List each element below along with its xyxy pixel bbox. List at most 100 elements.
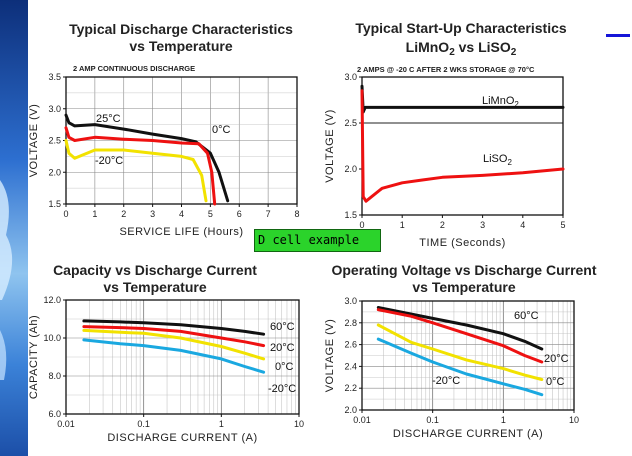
series-annotation: LiMnO2: [482, 95, 519, 109]
blue-sky-background-strip: [0, 0, 28, 456]
series-annotation: 20°C: [270, 342, 295, 354]
series-line-0C: [64, 126, 217, 206]
x-axis-label: DISCHARGE CURRENT (A): [393, 428, 543, 440]
y-tick-label: 6.0: [48, 409, 61, 419]
chart-title: LiMnO2 vs LiSO2: [406, 39, 517, 58]
x-tick-label: 1: [501, 415, 506, 425]
x-tick-label: 10: [294, 419, 304, 429]
x-tick-label: 0: [63, 209, 68, 219]
y-tick-label: 10.0: [43, 333, 61, 343]
plot-frame: [361, 300, 575, 411]
series-annotation: 0°C: [546, 376, 565, 388]
plot-frame: [65, 299, 300, 415]
y-tick-label: 2.2: [344, 383, 357, 393]
series-annotation: 60°C: [514, 310, 539, 322]
x-tick-label: 1: [219, 419, 224, 429]
series-annotation: 0°C: [212, 124, 231, 136]
series-line-25C: [64, 113, 230, 203]
chart-title: Operating Voltage vs Discharge Current: [331, 262, 596, 278]
annotation-part: LiMnO: [482, 95, 515, 107]
y-axis-label: CAPACITY (Ah): [28, 315, 40, 399]
series-line-60C: [376, 306, 544, 351]
y-axis-label: VOLTAGE (V): [324, 319, 336, 393]
plot-frame: [361, 76, 564, 216]
x-tick-label: 8: [294, 209, 299, 219]
title-part: LiMnO: [406, 39, 450, 55]
x-tick-label: 3: [480, 220, 485, 230]
y-tick-label: 3.0: [48, 104, 61, 114]
y-tick-label: 2.0: [344, 164, 357, 174]
plot-area-3: 0.01 0.1 1 10 6.0 8.0 10.0 12.0 DISCHARGE CURREN…: [28, 295, 304, 444]
x-tick-label: 1: [400, 220, 405, 230]
chart-subtitle: 2 AMPS @ -20 C AFTER 2 WKS STORAGE @ 70°…: [357, 65, 535, 74]
series-line--20C: [64, 139, 208, 203]
x-tick-label: 6: [237, 209, 242, 219]
x-tick-label: 7: [266, 209, 271, 219]
y-tick-label: 2.6: [344, 340, 357, 350]
chart-capacity-vs-current: Capacity vs Discharge Current vs Tempera…: [53, 262, 257, 295]
plot-area-2: 2 AMPS @ -20 C AFTER 2 WKS STORAGE @ 70°…: [324, 65, 566, 249]
x-tick-label: 10: [569, 415, 579, 425]
x-tick-label: 0.01: [57, 419, 75, 429]
chart-discharge-vs-temperature: Typical Discharge Characteristics vs Tem…: [69, 21, 293, 54]
series-line--20C: [376, 337, 544, 397]
chart-title: Typical Start-Up Characteristics: [355, 20, 567, 36]
y-tick-label: 3.0: [344, 296, 357, 306]
x-tick-label: 5: [208, 209, 213, 219]
plot-area-1: 2 AMP CONTINUOUS DISCHARGE 0 1 2 3 4 5 6 7 8 1.5 2.…: [28, 64, 300, 238]
y-tick-label: 1.5: [48, 199, 61, 209]
chart-title: Typical Discharge Characteristics: [69, 21, 293, 37]
y-tick-label: 2.0: [344, 405, 357, 415]
chart-title: vs Temperature: [412, 279, 515, 295]
d-cell-example-label: D cell example: [254, 229, 381, 252]
series-annotation: -20°C: [95, 155, 123, 167]
chart-title: vs Temperature: [129, 38, 232, 54]
x-tick-label: 1: [92, 209, 97, 219]
y-tick-label: 2.5: [48, 136, 61, 146]
y-tick-label: 2.0: [48, 167, 61, 177]
y-tick-label: 12.0: [43, 295, 61, 305]
x-tick-label: 3: [150, 209, 155, 219]
y-axis-label: VOLTAGE (V): [28, 104, 40, 178]
y-tick-label: 1.5: [344, 210, 357, 220]
series-annotation: 0°C: [275, 361, 294, 373]
y-tick-label: 3.5: [48, 72, 61, 82]
series-line-60C: [82, 319, 266, 336]
title-subscript: 2: [449, 47, 455, 58]
series-annotation: -20°C: [268, 383, 296, 395]
annotation-part: LiSO: [483, 153, 508, 165]
annotation-subscript: 2: [507, 158, 512, 167]
y-tick-label: 2.8: [344, 318, 357, 328]
title-part: vs LiSO: [455, 39, 511, 55]
navigation-link-mark[interactable]: [606, 34, 630, 37]
y-tick-label: 3.0: [344, 72, 357, 82]
x-tick-label: 5: [560, 220, 565, 230]
series-line-LiMnO2: [360, 84, 565, 114]
y-tick-label: 2.5: [344, 118, 357, 128]
y-tick-label: 8.0: [48, 371, 61, 381]
x-axis-label: TIME (Seconds): [419, 237, 505, 249]
x-tick-label: 0.01: [353, 415, 371, 425]
chart-title: vs Temperature: [103, 279, 206, 295]
x-tick-label: 0.1: [426, 415, 439, 425]
x-tick-label: 0: [359, 220, 364, 230]
series-annotation: 25°C: [96, 113, 121, 125]
x-tick-label: 4: [179, 209, 184, 219]
series-line-0C: [376, 323, 544, 381]
y-axis-label: VOLTAGE (V): [324, 109, 336, 183]
plot-area-4: 0.01 0.1 1 10 2.0 2.2 2.4 2.6 2.8 3.0 DISCHARGE CU…: [324, 296, 579, 440]
x-tick-label: 4: [520, 220, 525, 230]
annotation-subscript: 2: [514, 100, 519, 109]
x-tick-label: 2: [440, 220, 445, 230]
series-annotation: LiSO2: [483, 153, 512, 167]
series-annotation: 20°C: [544, 353, 569, 365]
series-line-0C: [82, 328, 266, 361]
series-line-LiSO2: [360, 89, 565, 203]
series-line--20C: [82, 338, 266, 374]
series-annotation: -20°C: [432, 375, 460, 387]
x-axis-label: DISCHARGE CURRENT (A): [107, 432, 257, 444]
series-line-20C: [376, 308, 544, 364]
chart-startup-characteristics: Typical Start-Up Characteristics LiMnO2 …: [355, 20, 567, 58]
series-annotation: 60°C: [270, 321, 295, 333]
